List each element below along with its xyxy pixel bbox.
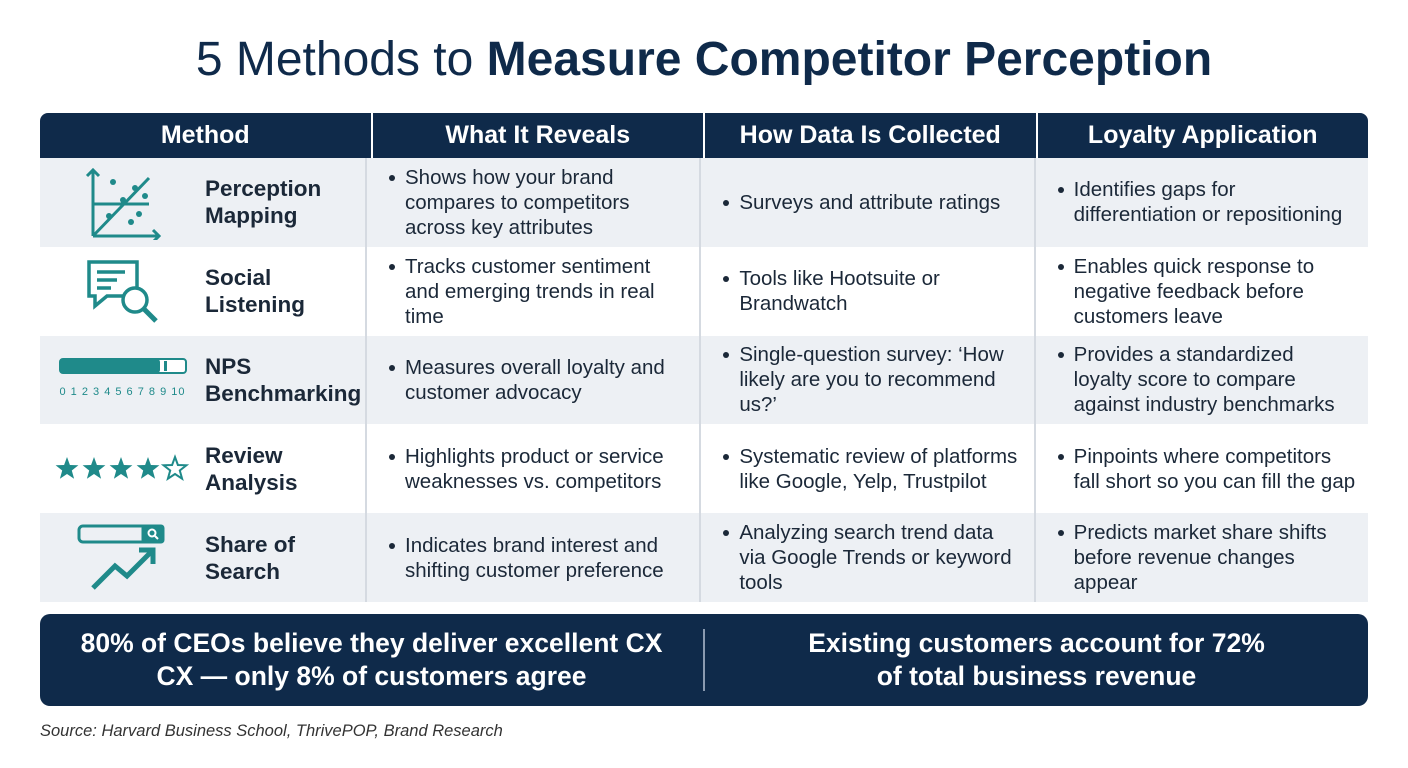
method-cell: Share of Search <box>40 513 365 602</box>
cell-collected: Analyzing search trend data via Google T… <box>699 513 1033 602</box>
method-icon <box>40 513 205 602</box>
source: Source: Harvard Business School, ThriveP… <box>40 722 503 740</box>
bullet-text: Measures overall loyalty and customer ad… <box>405 355 687 405</box>
table-row: Social Listening Tracks customer sentimen… <box>40 246 1368 336</box>
cell-application: Identifies gaps for differentiation or r… <box>1033 158 1368 247</box>
stat-line: CX — only 8% of customers agree <box>156 661 587 691</box>
method-name: Social Listening <box>205 265 305 318</box>
method-icon <box>40 424 205 513</box>
bullet-text: Provides a standardized loyalty score to… <box>1074 342 1356 417</box>
title-bold: Measure Competitor Perception <box>486 33 1213 86</box>
table-header: Method What It Reveals How Data Is Collect… <box>40 113 1368 158</box>
stat: 80% of CEOs believe they deliver excelle… <box>40 627 703 693</box>
method-name: Review Analysis <box>205 442 298 495</box>
stat-line: of total business revenue <box>876 661 1197 691</box>
table-row: Perception Mapping Shows how your brand c… <box>40 158 1368 247</box>
bullet-text: Pinpoints where competitors fall short s… <box>1073 444 1356 493</box>
stat-line: Existing customers account for 72% <box>808 628 1265 658</box>
separator <box>703 629 705 691</box>
stat: Existing customers account for 72% of tot… <box>705 627 1368 693</box>
stat-line: 80% of CEOs believe they deliver excelle… <box>80 628 663 658</box>
icon-stars <box>55 453 189 481</box>
bullet-text: Highlights product or service weaknesses… <box>405 444 687 494</box>
method-name: Perception Mapping <box>205 176 322 229</box>
cell-collected: Tools like Hootsuite or Brandwatch <box>699 246 1033 336</box>
stats-banner: 80% of CEOs believe they deliver excelle… <box>40 614 1368 706</box>
bullet-text: Systematic review of platforms like Goog… <box>739 444 1021 494</box>
method-icon <box>40 247 205 336</box>
cell-application: Enables quick response to negative feedb… <box>1033 246 1368 336</box>
nps-scale: 0 1 2 3 4 5 6 7 8 9 10 <box>59 385 186 398</box>
column-header: What It Reveals <box>370 113 704 158</box>
cell-collected: Systematic review of platforms like Goog… <box>699 424 1033 514</box>
bullet-text: Enables quick response to negative feedb… <box>1074 254 1356 329</box>
table: Method What It Reveals How Data Is Collect… <box>40 113 1368 602</box>
bullet-text: Surveys and attribute ratings <box>739 190 1001 214</box>
bullet-text: Analyzing search trend data via Google T… <box>739 520 1021 595</box>
method-cell: Social Listening <box>40 247 365 336</box>
bullet-text: Predicts market share shifts before reve… <box>1074 520 1356 595</box>
cell-reveals: Shows how your brand compares to competi… <box>365 158 699 247</box>
table-row: Review Analysis Highlights product or ser… <box>40 424 1368 514</box>
table-row: 0 1 2 3 4 5 6 7 8 9 10 NPS Benchmarking Me… <box>40 335 1368 425</box>
cell-application: Pinpoints where competitors fall short s… <box>1033 424 1368 514</box>
column-header: Loyalty Application <box>1035 113 1369 158</box>
cell-reveals: Measures overall loyalty and customer ad… <box>365 335 699 425</box>
method-icon: 0 1 2 3 4 5 6 7 8 9 10 <box>40 336 205 425</box>
bullet-text: Single-question survey: ‘How likely are … <box>739 342 1021 417</box>
table-row: Share of Search Indicates brand interest … <box>40 513 1368 602</box>
cell-application: Provides a standardized loyalty score to… <box>1033 335 1368 425</box>
table-body: Perception Mapping Shows how your brand c… <box>40 158 1368 602</box>
method-cell: Perception Mapping <box>40 158 365 247</box>
bullet-text: Tracks customer sentiment and emerging t… <box>405 254 687 329</box>
title-regular: 5 Methods to <box>195 33 474 86</box>
bullet-text: Indicates brand interest and shifting cu… <box>405 533 687 583</box>
cell-application: Predicts market share shifts before reve… <box>1033 513 1368 602</box>
method-name: NPS Benchmarking <box>205 353 362 406</box>
method-name: Share of Search <box>205 531 296 584</box>
icon-nps-bar <box>58 357 187 374</box>
bullet-text: Tools like Hootsuite or Brandwatch <box>739 266 1021 316</box>
icon-social-listening <box>86 260 158 323</box>
method-icon <box>40 158 205 247</box>
cell-collected: Surveys and attribute ratings <box>699 158 1033 247</box>
bullet-text: Identifies gaps for differentiation or r… <box>1074 177 1356 227</box>
column-header: How Data Is Collected <box>703 113 1036 158</box>
cell-collected: Single-question survey: ‘How likely are … <box>699 335 1033 425</box>
method-cell: Review Analysis <box>40 424 365 513</box>
icon-perception-map <box>85 168 161 241</box>
icon-search-trend <box>77 524 164 590</box>
cell-reveals: Tracks customer sentiment and emerging t… <box>365 246 699 336</box>
bullet-text: Shows how your brand compares to competi… <box>405 165 687 240</box>
column-header: Method <box>160 121 250 149</box>
title: 5 Methods to Measure Competitor Percepti… <box>0 30 1408 90</box>
cell-reveals: Indicates brand interest and shifting cu… <box>365 513 699 602</box>
cell-reveals: Highlights product or service weaknesses… <box>365 424 699 514</box>
method-cell: 0 1 2 3 4 5 6 7 8 9 10 NPS Benchmarking <box>40 336 365 425</box>
